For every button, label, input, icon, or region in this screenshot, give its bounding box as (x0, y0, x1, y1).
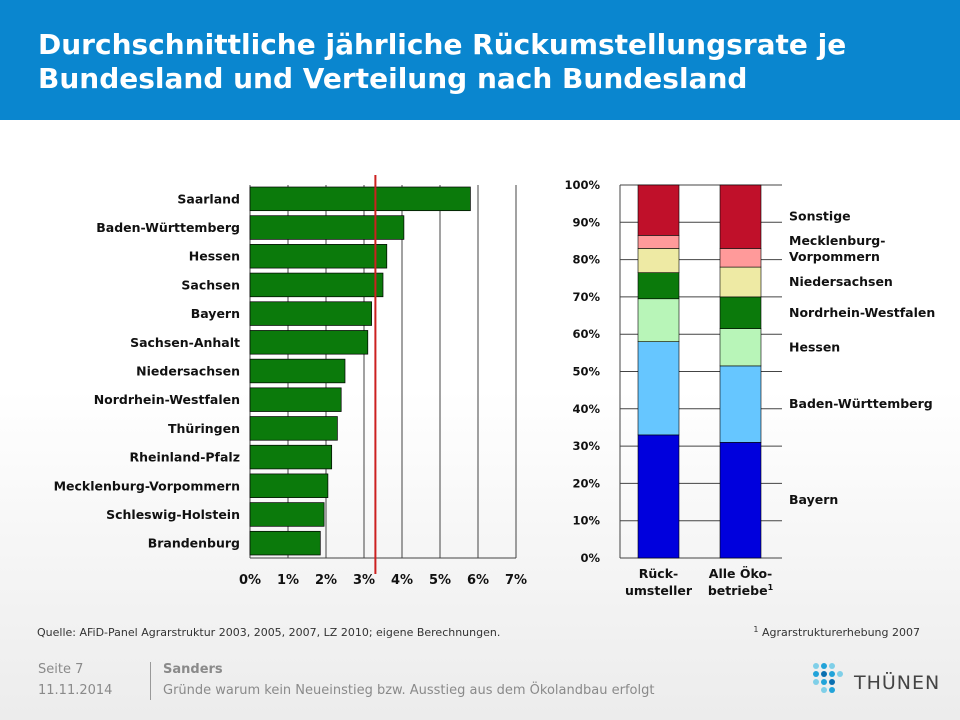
bar-rheinland-pfalz (249, 444, 333, 470)
segment-baden-w-rttemberg (637, 341, 680, 436)
bar-th-ringen (249, 416, 338, 441)
y-tick-label: 90% (572, 215, 600, 229)
bar-schleswig-holstein (249, 502, 325, 527)
legend-label-nordrhein-westfalen: Nordrhein-Westfalen (789, 305, 935, 320)
category-label-alle-ko-betriebe: Alle Öko- (709, 566, 772, 581)
segment-sonstige (719, 184, 762, 249)
category-label-schleswig-holstein: Schleswig-Holstein (106, 507, 240, 522)
thuenen-logo: THÜNEN (810, 660, 939, 702)
footer-subtitle: Gründe warum kein Neueinstieg bzw. Ausst… (163, 683, 655, 698)
segment-bayern (637, 434, 680, 559)
y-tick-label: 0% (580, 551, 600, 565)
slide-background (0, 120, 960, 720)
x-tick-label: 6% (467, 573, 489, 588)
footnote-text: Agrarstrukturerhebung 2007 (759, 626, 921, 639)
rate-by-state-bar-chart: 0% 1% 2% 3% 4% 5% 6% 7% Saarland Baden-Württember… (54, 175, 527, 588)
legend-label-hessen: Hessen (789, 339, 840, 354)
category-footnote-mark: 1 (768, 583, 774, 592)
bar-sachsen-anhalt (249, 330, 369, 355)
footer-divider (150, 662, 151, 700)
footnote-note: 1 Agrarstrukturerhebung 2007 (753, 625, 920, 639)
segment-hessen (719, 328, 762, 367)
segment-sonstige (637, 184, 680, 236)
bar-sachsen (249, 272, 384, 298)
legend-label-sonstige: Sonstige (789, 209, 851, 224)
x-tick-label: 0% (239, 573, 261, 588)
bar-niedersachsen (249, 358, 346, 384)
x-tick-label: 4% (391, 573, 413, 588)
bar-baden-w-rttemberg (249, 215, 405, 240)
segment-mecklenburg-vorpommern (637, 235, 680, 249)
charts-canvas: 0% 1% 2% 3% 4% 5% 6% 7% Saarland Baden-Württember… (37, 175, 935, 639)
slide-title: Durchschnittliche jährliche Rückumstellu… (38, 28, 918, 96)
category-label-bayern: Bayern (191, 306, 240, 321)
bar-nordrhein-westfalen (249, 387, 342, 412)
category-label-mecklenburg-vorpommern: Mecklenburg-Vorpommern (54, 478, 240, 493)
legend-label-mecklenburg-vorpommern: Vorpommern (789, 249, 880, 264)
segment-baden-w-rttemberg (719, 365, 762, 443)
category-label-alle-ko-betriebe: betriebe1 (708, 583, 774, 598)
x-tick-label: 1% (277, 573, 299, 588)
segment-hessen (637, 298, 680, 342)
footer-date: 11.11.2014 (38, 683, 113, 698)
footnote-mark: 1 (753, 625, 758, 634)
slide-title-line-1: Durchschnittliche jährliche Rückumstellu… (38, 28, 847, 61)
y-tick-label: 70% (572, 290, 600, 304)
legend-label-baden-w-rttemberg: Baden-Württemberg (789, 396, 933, 411)
bar-mecklenburg-vorpommern (249, 473, 329, 498)
y-tick-label: 100% (564, 178, 600, 192)
category-label-sachsen: Sachsen (181, 277, 240, 292)
slide-title-line-2: Bundesland und Verteilung nach Bundeslan… (38, 62, 748, 95)
y-tick-label: 20% (572, 476, 600, 490)
category-label-th-ringen: Thüringen (168, 421, 240, 436)
category-label-brandenburg: Brandenburg (148, 536, 240, 551)
category-label-baden-w-rttemberg: Baden-Württemberg (96, 220, 240, 235)
y-tick-label: 40% (572, 402, 600, 416)
footer-author: Sanders (163, 662, 223, 677)
y-tick-label: 10% (572, 514, 600, 528)
bar-brandenburg (249, 530, 321, 556)
x-tick-label: 3% (353, 573, 375, 588)
segment-niedersachsen (719, 266, 762, 298)
category-label-nordrhein-westfalen: Nordrhein-Westfalen (94, 392, 240, 407)
y-tick-label: 80% (572, 253, 600, 267)
distribution-stacked-bar-chart: 0% 10% 20% 30% 40% 50% 60% 70% 80% 90% 100% Rück-um… (564, 178, 935, 598)
segment-niedersachsen (637, 248, 680, 273)
category-label-r-ck-umsteller: Rück- (639, 566, 678, 581)
category-label-saarland: Saarland (177, 191, 240, 206)
source-note: Quelle: AFiD-Panel Agrarstruktur 2003, 2… (37, 626, 500, 639)
category-label-hessen: Hessen (189, 249, 240, 264)
x-tick-label: 5% (429, 573, 451, 588)
title-bar: Durchschnittliche jährliche Rückumstellu… (0, 0, 960, 120)
y-tick-label: 60% (572, 327, 600, 341)
x-tick-label: 2% (315, 573, 337, 588)
legend-label-mecklenburg-vorpommern: Mecklenburg- (789, 233, 885, 248)
y-tick-label: 50% (572, 365, 600, 379)
segment-bayern (719, 442, 762, 559)
logo-dots-icon (813, 663, 843, 693)
bar-hessen (249, 244, 388, 269)
legend-label-bayern: Bayern (789, 492, 838, 507)
logo-wordmark: THÜNEN (854, 672, 941, 694)
category-label-sachsen-anhalt: Sachsen-Anhalt (130, 335, 240, 350)
category-label-rheinland-pfalz: Rheinland-Pfalz (129, 450, 240, 465)
footer-page: Seite 7 (38, 662, 84, 677)
legend-label-niedersachsen: Niedersachsen (789, 274, 893, 289)
segment-mecklenburg-vorpommern (719, 248, 762, 268)
x-tick-label: 7% (505, 573, 527, 588)
bar-bayern (249, 301, 372, 326)
category-label-niedersachsen: Niedersachsen (136, 364, 240, 379)
segment-nordrhein-westfalen (719, 296, 762, 329)
segment-nordrhein-westfalen (637, 272, 680, 300)
y-tick-label: 30% (572, 439, 600, 453)
category-label-r-ck-umsteller: umsteller (625, 583, 693, 598)
bar-saarland (249, 186, 471, 212)
